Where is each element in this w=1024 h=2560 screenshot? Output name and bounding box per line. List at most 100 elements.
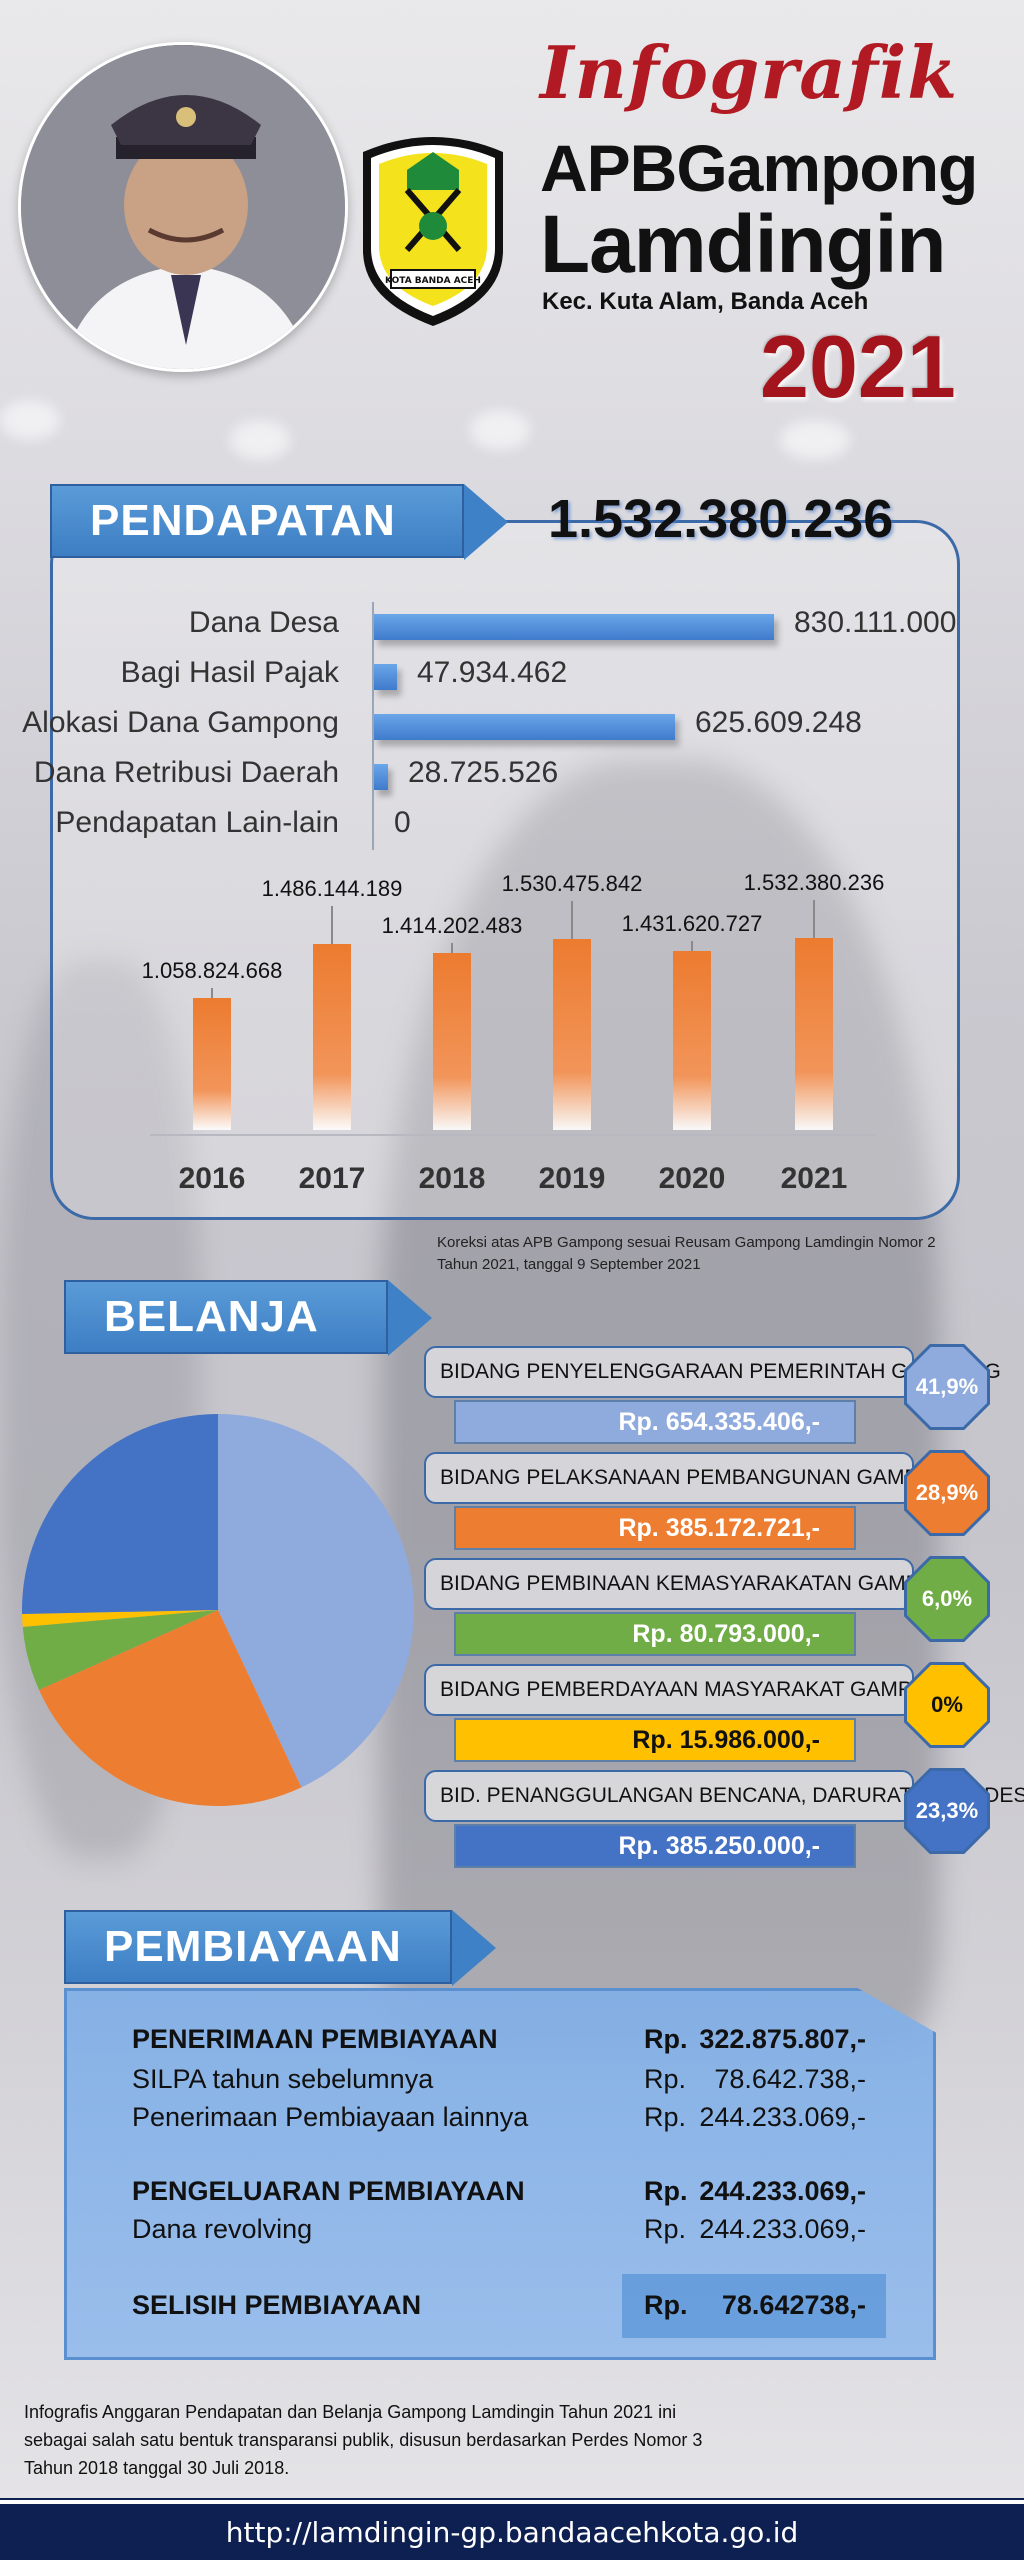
pembiayaan-row-value: 322.875.807,-: [699, 2024, 866, 2054]
belanja-pie-chart: [22, 1414, 414, 1806]
belanja-item-percent-badge: 23,3%: [904, 1768, 990, 1854]
year-bar-value: 1.431.620.727: [621, 911, 763, 936]
pie-slice: [22, 1610, 218, 1627]
bar-value: 830.111.000: [794, 606, 957, 639]
pembiayaan-row-label: PENERIMAAN PEMBIAYAAN: [132, 2024, 498, 2054]
location-subtitle: Kec. Kuta Alam, Banda Aceh: [542, 288, 869, 315]
website-url-bar[interactable]: http://lamdingin-gp.bandaacehkota.go.id: [0, 2498, 1024, 2560]
year-bar-value: 1.058.824.668: [141, 958, 283, 983]
pie-slice: [22, 1610, 218, 1690]
pembiayaan-row-rp: Rp.: [644, 2290, 688, 2320]
pendapatan-heading-label: PENDAPATAN: [90, 496, 396, 545]
year-bar: [795, 938, 833, 1130]
belanja-item-amount: Rp. 385.172.721,-: [454, 1506, 856, 1550]
year-badge: 2021: [760, 317, 956, 416]
bar-label: Bagi Hasil Pajak: [120, 656, 339, 689]
belanja-item-amount: Rp. 385.250.000,-: [454, 1824, 856, 1868]
belanja-item-amount: Rp. 80.793.000,-: [454, 1612, 856, 1656]
belanja-item-percent: 28,9%: [907, 1453, 987, 1533]
bar-bagi-hasil-pajak: [374, 664, 397, 690]
bar-label: Pendapatan Lain-lain: [55, 806, 339, 839]
belanja-item-amount: Rp. 654.335.406,-: [454, 1400, 856, 1444]
pembiayaan-row-rp: Rp.: [644, 2064, 687, 2094]
bar-label: Dana Desa: [188, 606, 339, 639]
pembiayaan-row-value: 78.642.738,-: [714, 2064, 866, 2094]
pembiayaan-row-rp: Rp.: [644, 2176, 688, 2206]
website-url-link[interactable]: http://lamdingin-gp.bandaacehkota.go.id: [225, 2515, 799, 2549]
pembiayaan-row-label: SILPA tahun sebelumnya: [132, 2064, 434, 2094]
year-bar-value: 1.486.144.189: [261, 876, 403, 901]
pembiayaan-row-rp: Rp.: [644, 2102, 687, 2132]
belanja-item: BIDANG PEMBINAAN KEMASYARAKATAN GAMPONG R…: [424, 1556, 998, 1662]
pembiayaan-row-rp: Rp.: [644, 2024, 688, 2054]
bar-value: 28.725.526: [408, 756, 559, 789]
chart-baseline: [150, 1134, 876, 1136]
pembiayaan-row-rp: Rp.: [644, 2214, 687, 2244]
background-light: [470, 410, 530, 450]
year-bar-leader: [331, 906, 333, 944]
bar-value: 625.609.248: [695, 706, 862, 739]
selisih-highlight: [622, 2274, 886, 2338]
year-bar-value: 1.530.475.842: [501, 871, 643, 896]
belanja-item-percent-badge: 0%: [904, 1662, 990, 1748]
belanja-item-percent-badge: 41,9%: [904, 1344, 990, 1430]
year-label: 2020: [658, 1162, 726, 1195]
year-bar: [193, 998, 231, 1130]
pembiayaan-row-value: 244.233.069,-: [699, 2176, 866, 2206]
pembiayaan-row-value: 244.233.069,-: [699, 2102, 866, 2132]
pembiayaan-row-label: SELISIH PEMBIAYAAN: [132, 2290, 422, 2320]
crest-text: KOTA BANDA ACEH: [385, 276, 481, 286]
year-label: 2017: [298, 1162, 366, 1195]
pendapatan-heading: PENDAPATAN: [50, 484, 508, 560]
correction-note: Koreksi atas APB Gampong sesuai Reusam G…: [437, 1234, 936, 1273]
belanja-item: BID. PENANGGULANGAN BENCANA, DARURAT & M…: [424, 1768, 1024, 1874]
bar-value: 47.934.462: [417, 656, 568, 689]
belanja-item-label: BIDANG PELAKSANAAN PEMBANGUNAN GAMPONG: [424, 1452, 966, 1504]
belanja-item-percent-badge: 6,0%: [904, 1556, 990, 1642]
belanja-item-label: BIDANG PEMBERDAYAAN MASYARAKAT GAMPONG: [424, 1664, 960, 1716]
belanja-item-percent-badge: 28,9%: [904, 1450, 990, 1536]
belanja-item-amount: Rp. 15.986.000,-: [454, 1718, 856, 1762]
bar-dana-retribusi-daerah: [374, 764, 388, 790]
year-bar: [553, 939, 591, 1130]
background-light: [230, 420, 290, 460]
year-bar: [433, 953, 471, 1130]
year-bar: [673, 951, 711, 1130]
pembiayaan-row-value: 78.642738,-: [721, 2290, 866, 2320]
belanja-item-percent: 41,9%: [907, 1347, 987, 1427]
bar-label: Dana Retribusi Daerah: [33, 756, 339, 789]
bar-label: Alokasi Dana Gampong: [22, 706, 339, 739]
year-bar-leader: [813, 900, 815, 938]
year-bar: [313, 944, 351, 1130]
bar-value: 0: [394, 806, 411, 839]
year-bar-leader: [211, 988, 213, 998]
year-label: 2018: [418, 1162, 486, 1195]
belanja-item-percent: 6,0%: [907, 1559, 987, 1639]
pembiayaan-heading-label: PEMBIAYAAN: [104, 1922, 402, 1971]
year-label: 2019: [538, 1162, 606, 1195]
official-portrait: [18, 42, 348, 372]
year-bar-value: 1.532.380.236: [743, 870, 885, 895]
year-bar-leader: [451, 943, 453, 953]
pembiayaan-row-label: Dana revolving: [132, 2214, 313, 2244]
main-title-line2: Lamdingin: [540, 199, 947, 290]
bar-dana-desa: [374, 614, 774, 640]
year-label: 2021: [780, 1162, 848, 1195]
year-bar-leader: [691, 941, 693, 951]
background-light: [780, 420, 850, 460]
belanja-item: BIDANG PELAKSANAAN PEMBANGUNAN GAMPONG Rp…: [424, 1450, 998, 1556]
main-title-line1: APBGampong: [540, 131, 978, 205]
belanja-item: BIDANG PEMBERDAYAAN MASYARAKAT GAMPONG Rp…: [424, 1662, 998, 1768]
belanja-heading-label: BELANJA: [104, 1292, 319, 1341]
pembiayaan-row-label: Penerimaan Pembiayaan lainnya: [132, 2102, 529, 2132]
belanja-item-percent: 0%: [907, 1665, 987, 1745]
belanja-item-label: BIDANG PEMBINAAN KEMASYARAKATAN GAMPONG: [424, 1558, 967, 1610]
chart-axis: [372, 602, 374, 850]
bar-alokasi-dana-gampong: [374, 714, 675, 740]
belanja-item: BIDANG PENYELENGGARAAN PEMERINTAH GAMPON…: [424, 1344, 1001, 1450]
belanja-item-label: BIDANG PENYELENGGARAAN PEMERINTAH GAMPON…: [424, 1346, 1001, 1398]
pie-slice: [22, 1414, 218, 1614]
pendapatan-total: 1.532.380.236: [548, 489, 894, 549]
belanja-item-percent: 23,3%: [907, 1771, 987, 1851]
city-crest-logo: KOTA BANDA ACEH: [357, 130, 509, 330]
